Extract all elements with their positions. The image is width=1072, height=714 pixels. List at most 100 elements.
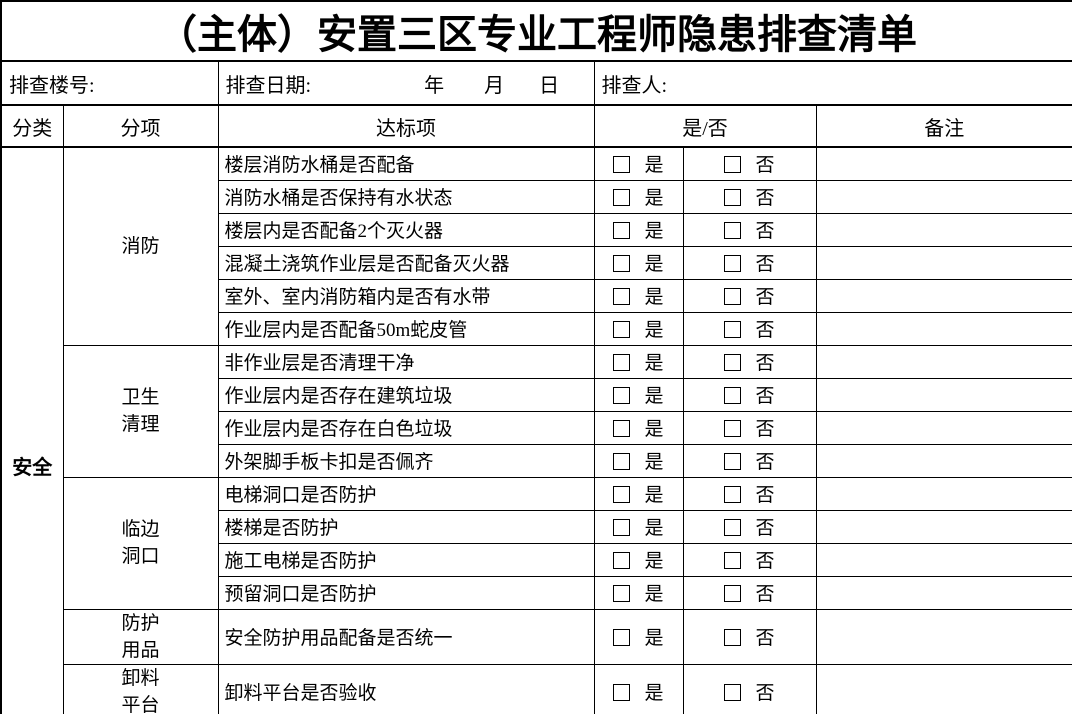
yes-checkbox-cell[interactable]: 是 xyxy=(593,410,684,445)
header-standard-item: 达标项 xyxy=(217,104,595,148)
yes-checkbox-cell[interactable]: 是 xyxy=(593,542,684,577)
no-checkbox-cell[interactable]: 否 xyxy=(682,311,817,346)
no-checkbox-cell[interactable]: 否 xyxy=(682,377,817,412)
inspection-date-field[interactable]: 排查日期: 年 月 日 xyxy=(217,60,595,106)
remark-cell[interactable] xyxy=(815,146,1072,181)
remark-cell[interactable] xyxy=(815,443,1072,478)
checkbox-icon xyxy=(724,585,742,602)
no-checkbox-cell[interactable]: 否 xyxy=(682,410,817,445)
header-sub-item: 分项 xyxy=(62,104,219,148)
header-category: 分类 xyxy=(0,104,64,148)
checkbox-icon xyxy=(613,684,631,701)
yes-label: 是 xyxy=(644,386,664,407)
remark-cell[interactable] xyxy=(815,608,1072,665)
remark-cell[interactable] xyxy=(815,377,1072,412)
remark-cell[interactable] xyxy=(815,179,1072,214)
checklist-row: 防护 用品 安全防护用品配备是否统一 是 否 xyxy=(1,608,1072,665)
remark-cell[interactable] xyxy=(815,278,1072,313)
date-label: 排查日期: xyxy=(225,74,312,97)
checklist-row: 消防水桶是否保持有水状态 是 否 xyxy=(1,179,1072,214)
yes-label: 是 xyxy=(644,188,664,209)
yes-checkbox-cell[interactable]: 是 xyxy=(593,344,684,379)
yes-checkbox-cell[interactable]: 是 xyxy=(593,245,684,280)
remark-cell[interactable] xyxy=(815,542,1072,577)
no-checkbox-cell[interactable]: 否 xyxy=(682,212,817,247)
sub-item-cell-fire: 消防 xyxy=(62,146,219,346)
no-checkbox-cell[interactable]: 否 xyxy=(682,542,817,577)
standard-item-cell: 作业层内是否存在白色垃圾 xyxy=(217,410,595,445)
year-label: 年 xyxy=(424,74,445,97)
standard-item-cell: 楼层消防水桶是否配备 xyxy=(217,146,595,181)
no-checkbox-cell[interactable]: 否 xyxy=(682,443,817,478)
checkbox-icon xyxy=(613,486,631,503)
building-number-field[interactable]: 排查楼号: xyxy=(0,60,219,106)
yes-label: 是 xyxy=(644,221,664,242)
no-label: 否 xyxy=(755,287,775,308)
standard-item-cell: 预留洞口是否防护 xyxy=(217,575,595,610)
checkbox-icon xyxy=(613,222,631,239)
no-checkbox-cell[interactable]: 否 xyxy=(682,608,817,665)
no-label: 否 xyxy=(755,551,775,572)
yes-checkbox-cell[interactable]: 是 xyxy=(593,311,684,346)
checkbox-icon xyxy=(613,629,631,646)
yes-label: 是 xyxy=(644,287,664,308)
no-checkbox-cell[interactable]: 否 xyxy=(682,509,817,544)
no-label: 否 xyxy=(755,452,775,473)
remark-cell[interactable] xyxy=(815,212,1072,247)
yes-label: 是 xyxy=(644,551,664,572)
remark-cell[interactable] xyxy=(815,509,1072,544)
header-remark: 备注 xyxy=(815,104,1072,148)
yes-label: 是 xyxy=(644,518,664,539)
yes-label: 是 xyxy=(644,254,664,275)
checkbox-icon xyxy=(724,552,742,569)
no-label: 否 xyxy=(755,683,775,704)
yes-checkbox-cell[interactable]: 是 xyxy=(593,608,684,665)
no-checkbox-cell[interactable]: 否 xyxy=(682,344,817,379)
remark-cell[interactable] xyxy=(815,663,1072,714)
checkbox-icon xyxy=(724,156,742,174)
remark-cell[interactable] xyxy=(815,575,1072,610)
no-checkbox-cell[interactable]: 否 xyxy=(682,245,817,280)
no-label: 否 xyxy=(755,155,775,177)
no-checkbox-cell[interactable]: 否 xyxy=(682,476,817,511)
standard-item-cell: 作业层内是否配备50m蛇皮管 xyxy=(217,311,595,346)
sub-item-cell-sanitation: 卫生 清理 xyxy=(62,344,219,478)
remark-cell[interactable] xyxy=(815,344,1072,379)
yes-checkbox-cell[interactable]: 是 xyxy=(593,146,684,181)
standard-item-cell: 卸料平台是否验收 xyxy=(217,663,595,714)
remark-cell[interactable] xyxy=(815,410,1072,445)
remark-cell[interactable] xyxy=(815,311,1072,346)
page-title: （主体）安置三区专业工程师隐患排查清单 xyxy=(0,0,1072,62)
yes-checkbox-cell[interactable]: 是 xyxy=(593,443,684,478)
checklist-row: 卸料 平台 卸料平台是否验收 是 否 xyxy=(1,663,1072,714)
yes-checkbox-cell[interactable]: 是 xyxy=(593,476,684,511)
no-checkbox-cell[interactable]: 否 xyxy=(682,663,817,714)
inspector-field[interactable]: 排查人: xyxy=(593,60,1072,106)
no-checkbox-cell[interactable]: 否 xyxy=(682,146,817,181)
standard-item-cell: 混凝土浇筑作业层是否配备灭火器 xyxy=(217,245,595,280)
yes-checkbox-cell[interactable]: 是 xyxy=(593,179,684,214)
yes-label: 是 xyxy=(644,320,664,341)
standard-item-cell: 非作业层是否清理干净 xyxy=(217,344,595,379)
sub-item-cell-edge-openings: 临边 洞口 xyxy=(62,476,219,610)
checklist-row: 安全 消防 楼层消防水桶是否配备 是 否 xyxy=(0,146,1072,714)
yes-checkbox-cell[interactable]: 是 xyxy=(593,377,684,412)
yes-label: 是 xyxy=(644,683,664,704)
remark-cell[interactable] xyxy=(815,476,1072,511)
yes-checkbox-cell[interactable]: 是 xyxy=(593,278,684,313)
yes-checkbox-cell[interactable]: 是 xyxy=(593,663,684,714)
checklist-row: 室外、室内消防箱内是否有水带 是 否 xyxy=(1,278,1072,313)
yes-checkbox-cell[interactable]: 是 xyxy=(593,212,684,247)
no-checkbox-cell[interactable]: 否 xyxy=(682,278,817,313)
no-checkbox-cell[interactable]: 否 xyxy=(682,575,817,610)
checkbox-icon xyxy=(613,288,631,305)
checkbox-icon xyxy=(724,519,742,536)
remark-cell[interactable] xyxy=(815,245,1072,280)
no-label: 否 xyxy=(755,518,775,539)
yes-checkbox-cell[interactable]: 是 xyxy=(593,509,684,544)
title-row: （主体）安置三区专业工程师隐患排查清单 xyxy=(0,0,1072,62)
yes-checkbox-cell[interactable]: 是 xyxy=(593,575,684,610)
no-checkbox-cell[interactable]: 否 xyxy=(682,179,817,214)
no-label: 否 xyxy=(755,221,775,242)
